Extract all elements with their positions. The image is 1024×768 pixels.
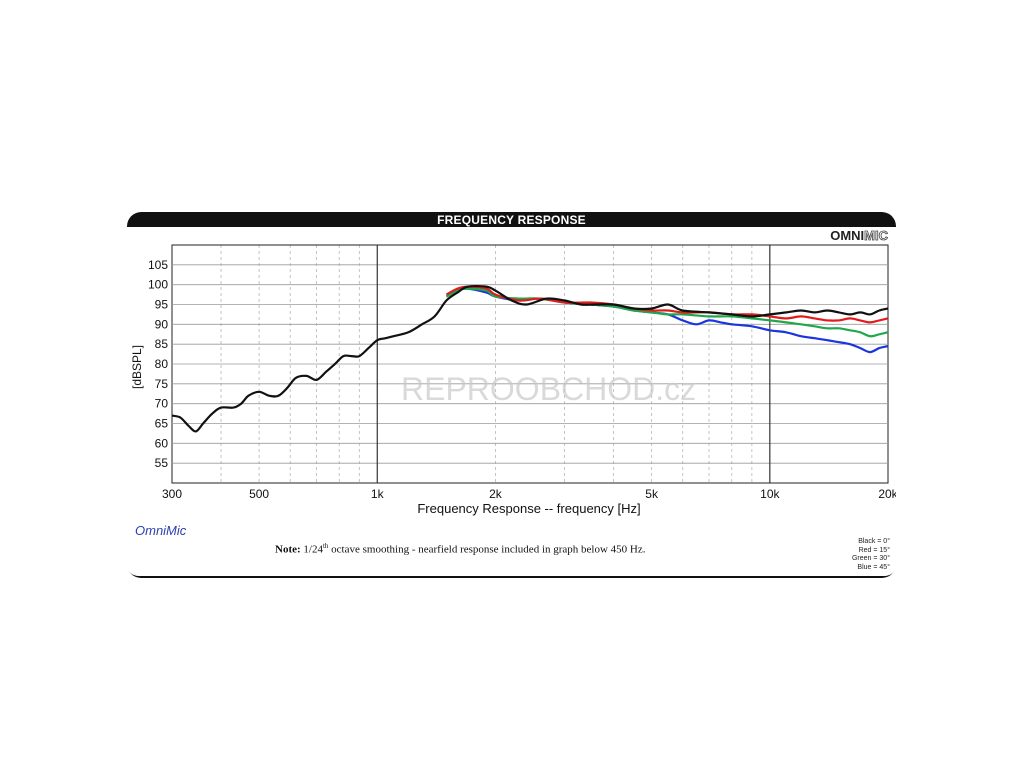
x-tick-label: 300 (162, 487, 182, 501)
x-tick-label: 20k (878, 487, 896, 501)
legend: Black = 0° Red = 15° Green = 30° Blue = … (852, 538, 890, 572)
brand-light: MIC (864, 228, 889, 244)
y-tick-label: 100 (148, 278, 168, 292)
note-post: octave smoothing - nearfield response in… (331, 543, 646, 556)
legend-entry-blue: Blue = 45° (857, 563, 890, 571)
legend-entry-black: Black = 0° (858, 538, 890, 545)
y-tick-label: 85 (155, 337, 169, 351)
x-tick-label: 5k (645, 487, 659, 501)
legend-entry-red: Red = 15° (858, 546, 890, 554)
panel-bottom-border (127, 566, 896, 578)
watermark-text: REPROOBCHOD.cz (401, 371, 696, 407)
y-tick-label: 80 (155, 357, 169, 371)
omnimic-brand-logo: OMNIMIC (830, 228, 889, 244)
chart-panel: FREQUENCY RESPONSE OMNIMIC REPROOBCHOD.c… (127, 212, 896, 578)
omnimic-footer-logo: OmniMic (135, 523, 187, 538)
note-pre: 1/24 (303, 543, 323, 556)
x-tick-label: 500 (249, 487, 269, 501)
major-grid (171, 244, 889, 484)
smoothing-note: Note: 1/24th octave smoothing - nearfiel… (275, 542, 646, 556)
y-tick-labels: 55 60 65 70 75 80 85 90 95 100 105 (148, 258, 168, 470)
x-tick-labels: 300 500 1k 2k 5k 10k 20k (162, 487, 896, 501)
series-layer (171, 284, 889, 433)
series-line-black (171, 284, 889, 433)
note-sup: th (322, 542, 329, 550)
brand-bold: OMNI (830, 228, 865, 243)
legend-entry-green: Green = 30° (851, 555, 890, 562)
y-tick-label: 95 (155, 298, 169, 312)
x-tick-label: 10k (760, 487, 780, 501)
x-axis-label: Frequency Response -- frequency [Hz] (417, 501, 640, 516)
y-tick-label: 70 (155, 397, 169, 411)
frequency-response-plot: REPROOBCHOD.cz 300 500 1k 2k 5k 10k 20k 55 60 65… (130, 244, 896, 516)
x-tick-label: 2k (489, 487, 503, 501)
y-tick-label: 55 (155, 456, 169, 470)
series-line-green (445, 287, 889, 338)
y-tick-label: 65 (155, 417, 169, 431)
chart-title: FREQUENCY RESPONSE (437, 213, 586, 227)
x-tick-label: 1k (371, 487, 385, 501)
y-tick-label: 90 (155, 317, 169, 331)
y-tick-label: 60 (155, 436, 169, 450)
y-tick-label: 105 (148, 258, 168, 272)
chart-header-bar: FREQUENCY RESPONSE (127, 212, 896, 227)
y-tick-label: 75 (155, 377, 169, 391)
y-axis-label: [dBSPL] (130, 345, 144, 389)
note-label: Note: (275, 543, 301, 556)
